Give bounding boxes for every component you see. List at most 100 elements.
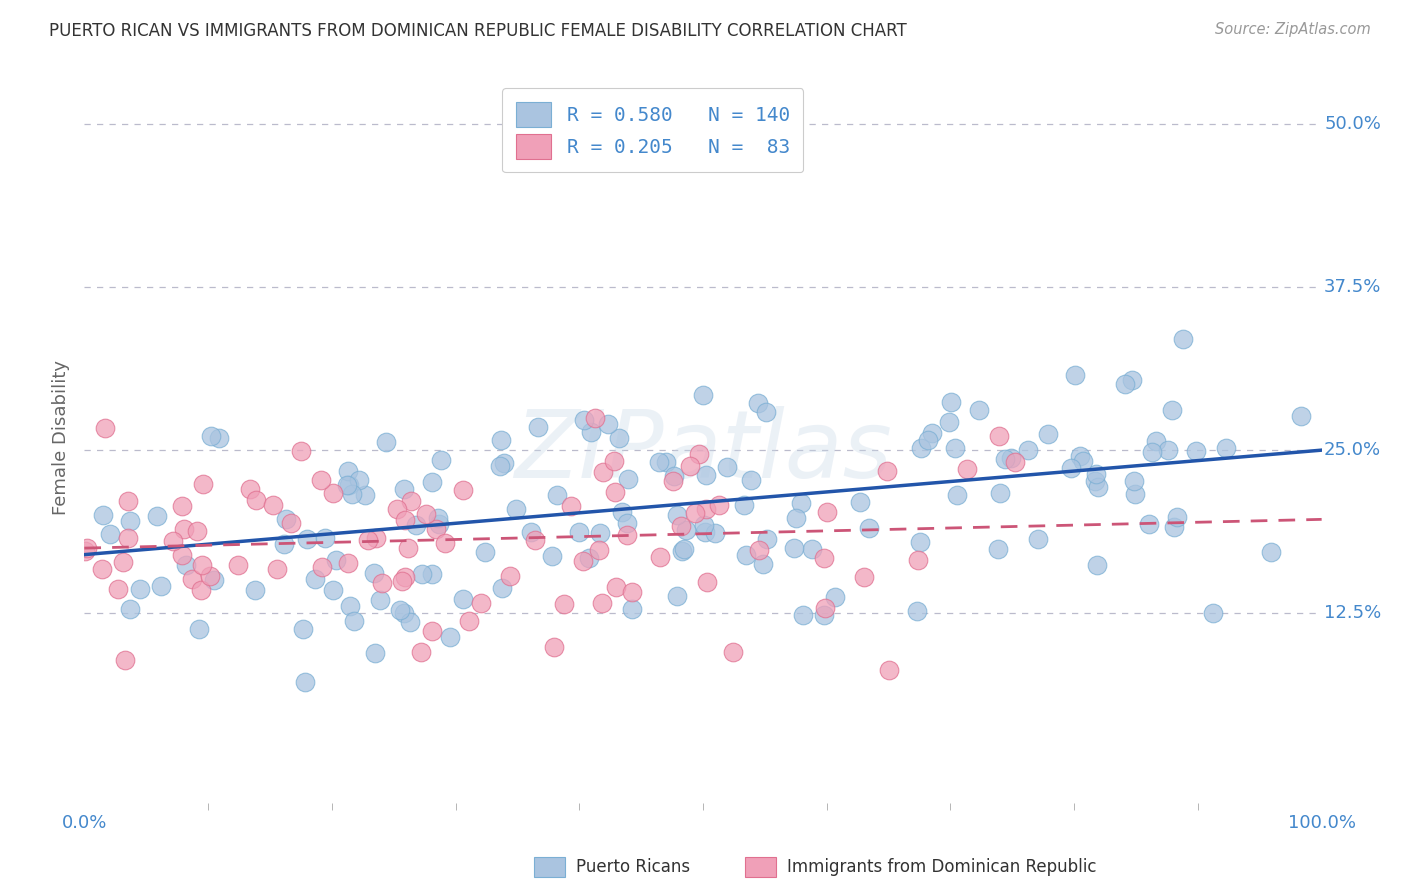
Point <box>262 498 284 512</box>
Point <box>648 550 671 565</box>
Point <box>364 646 387 660</box>
Point <box>394 570 416 584</box>
Point <box>789 496 811 510</box>
Point <box>616 516 638 530</box>
Point <box>721 645 744 659</box>
Text: 37.5%: 37.5% <box>1324 278 1382 296</box>
Point <box>399 615 422 629</box>
Point <box>574 413 596 427</box>
Point <box>430 453 453 467</box>
Point <box>470 597 492 611</box>
Point <box>304 572 326 586</box>
Point <box>492 456 515 470</box>
Point <box>945 441 967 455</box>
Point <box>91 562 114 576</box>
Point <box>785 511 807 525</box>
Point <box>1125 486 1147 500</box>
Point <box>671 544 693 558</box>
Point <box>792 607 814 622</box>
Point <box>75 543 97 558</box>
Point <box>434 535 457 549</box>
Point <box>602 454 624 468</box>
Point <box>389 603 412 617</box>
Point <box>1017 442 1039 457</box>
Point <box>921 426 943 441</box>
Point <box>239 482 262 496</box>
Point <box>208 431 231 445</box>
Point <box>733 498 755 512</box>
Point <box>655 455 678 469</box>
Point <box>322 583 344 598</box>
Point <box>322 486 344 500</box>
Point <box>755 532 778 546</box>
Point <box>752 557 775 571</box>
Point <box>598 417 620 431</box>
Point <box>245 492 267 507</box>
Point <box>801 541 824 556</box>
Point <box>420 566 443 581</box>
Point <box>703 526 725 541</box>
Point <box>411 566 433 581</box>
Point <box>363 566 385 580</box>
Point <box>1215 441 1237 455</box>
Point <box>814 601 837 615</box>
Point <box>337 478 360 492</box>
Point <box>907 553 929 567</box>
Point <box>755 405 778 419</box>
Point <box>969 402 991 417</box>
Point <box>1289 409 1312 423</box>
Point <box>938 415 960 429</box>
Point <box>543 640 565 654</box>
Point <box>162 534 184 549</box>
Point <box>190 583 212 598</box>
Point <box>876 464 898 478</box>
Point <box>290 444 312 458</box>
Point <box>337 556 360 570</box>
Point <box>620 584 643 599</box>
Point <box>202 573 225 587</box>
Point <box>1173 332 1195 346</box>
Point <box>648 454 671 468</box>
Point <box>813 607 835 622</box>
Point <box>188 622 211 636</box>
Point <box>858 521 880 535</box>
Point <box>1036 426 1059 441</box>
Point <box>1123 474 1146 488</box>
Point <box>1185 444 1208 458</box>
Point <box>117 531 139 545</box>
Point <box>76 541 98 555</box>
Point <box>588 543 610 558</box>
Point <box>1121 373 1143 387</box>
Point <box>1064 368 1087 383</box>
Point <box>520 524 543 539</box>
Point <box>488 458 510 473</box>
Point <box>98 527 121 541</box>
Point <box>420 475 443 489</box>
Point <box>620 602 643 616</box>
Point <box>665 508 688 522</box>
Point <box>439 630 461 644</box>
Text: Source: ZipAtlas.com: Source: ZipAtlas.com <box>1215 22 1371 37</box>
Point <box>375 435 398 450</box>
Point <box>693 518 716 533</box>
Point <box>291 622 314 636</box>
Point <box>1146 434 1168 448</box>
Point <box>1160 402 1182 417</box>
Point <box>411 645 433 659</box>
Point <box>692 388 714 402</box>
Point <box>1000 451 1022 466</box>
Point <box>491 582 513 596</box>
Point <box>688 447 710 461</box>
Y-axis label: Female Disability: Female Disability <box>52 359 70 515</box>
Point <box>370 592 392 607</box>
Text: 50.0%: 50.0% <box>1324 114 1381 133</box>
Point <box>740 473 762 487</box>
Point <box>695 468 717 483</box>
Point <box>987 542 1010 557</box>
Point <box>879 663 901 677</box>
Point <box>274 512 297 526</box>
Point <box>1137 517 1160 532</box>
Point <box>616 528 638 542</box>
Point <box>956 461 979 475</box>
Point <box>392 482 415 496</box>
